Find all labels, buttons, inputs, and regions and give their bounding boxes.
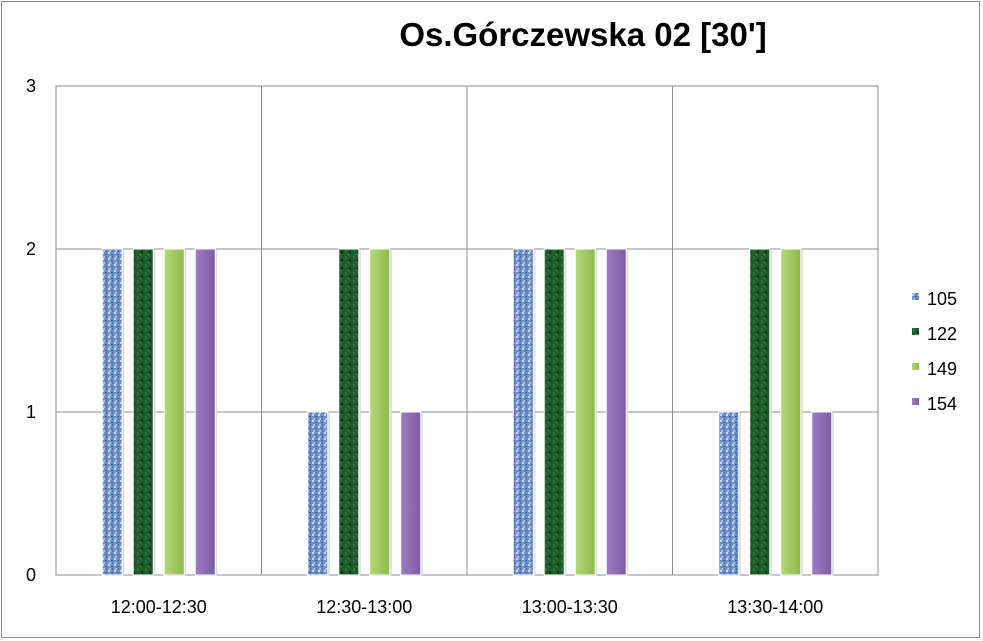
bar-122-2 [543, 248, 565, 576]
bar-149-2 [574, 248, 596, 576]
y-tick-label: 0 [26, 565, 36, 585]
bar-105-2 [512, 248, 534, 576]
bar-149-1 [369, 248, 391, 576]
y-tick-label: 1 [26, 402, 36, 422]
x-tick-label: 12:30-13:00 [316, 597, 412, 617]
legend-label-122: 122 [927, 324, 957, 344]
bar-149-3 [780, 248, 802, 576]
bar-149-0 [163, 248, 185, 576]
bar-122-1 [338, 248, 360, 576]
legend: 105 122 149 154 [912, 289, 957, 414]
y-tick-label: 3 [26, 76, 36, 96]
axes: 0 1 2 3 12:00-12:30 12:30-13:00 13:00-13:30 13:… [26, 76, 823, 617]
legend-swatch-154 [912, 398, 919, 405]
x-tick-label: 12:00-12:30 [111, 597, 207, 617]
y-tick-label: 2 [26, 239, 36, 259]
legend-swatch-105 [912, 293, 919, 300]
bar-105-0 [101, 248, 123, 576]
bars [101, 248, 834, 576]
x-tick-label: 13:30-14:00 [727, 597, 823, 617]
bar-122-3 [749, 248, 771, 576]
bar-105-3 [718, 411, 740, 576]
legend-label-149: 149 [927, 359, 957, 379]
legend-swatch-122 [912, 328, 919, 335]
legend-label-154: 154 [927, 394, 957, 414]
bar-154-3 [811, 411, 833, 576]
bar-154-0 [194, 248, 216, 576]
chart-title: Os.Górczewska 02 [30'] [399, 16, 766, 53]
legend-label-105: 105 [927, 289, 957, 309]
bar-154-1 [400, 411, 422, 576]
bar-105-1 [307, 411, 329, 576]
legend-swatch-149 [912, 363, 919, 370]
grid [55, 85, 879, 576]
x-tick-label: 13:00-13:30 [522, 597, 618, 617]
bar-154-2 [605, 248, 627, 576]
bar-122-0 [132, 248, 154, 576]
